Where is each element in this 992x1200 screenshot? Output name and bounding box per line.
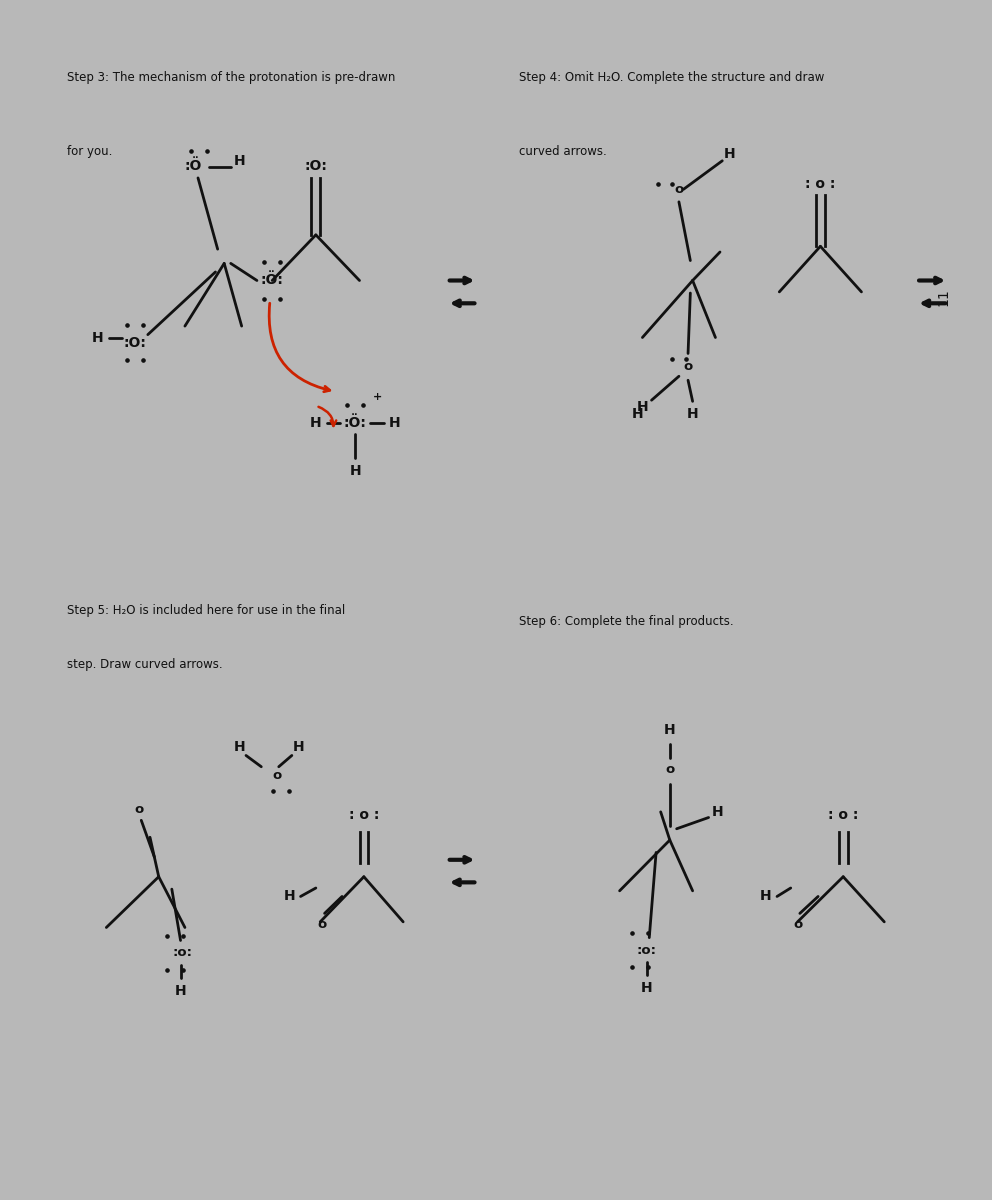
Text: for you.: for you. (67, 145, 112, 158)
Text: H: H (293, 740, 305, 754)
Text: H: H (175, 984, 186, 998)
Text: H: H (310, 416, 321, 430)
Text: H: H (664, 724, 676, 737)
Text: :o:: :o: (637, 943, 657, 956)
Text: o: o (135, 803, 144, 816)
Text: H: H (389, 416, 400, 430)
Text: :Ö: :Ö (185, 160, 202, 174)
Text: :Ö:: :Ö: (343, 416, 367, 430)
Text: H: H (284, 889, 296, 904)
Text: o: o (683, 360, 692, 372)
Text: o: o (666, 763, 675, 776)
Text: : o :: : o : (348, 808, 379, 822)
Text: o: o (675, 182, 683, 196)
Text: 11: 11 (936, 289, 950, 306)
Text: Step 5: H₂O is included here for use in the final: Step 5: H₂O is included here for use in … (67, 605, 345, 617)
Text: H: H (723, 146, 735, 161)
Text: H: H (92, 330, 103, 344)
Text: H: H (234, 740, 245, 754)
Text: : o :: : o : (828, 808, 858, 822)
Text: Step 3: The mechanism of the protonation is pre-drawn: Step 3: The mechanism of the protonation… (67, 71, 396, 84)
Text: H: H (637, 400, 648, 414)
Text: o: o (317, 918, 327, 931)
Text: :o:: :o: (173, 947, 192, 959)
Text: H: H (234, 154, 245, 168)
Text: H: H (760, 889, 772, 904)
Text: curved arrows.: curved arrows. (519, 145, 607, 158)
Text: H: H (712, 805, 723, 818)
Text: H: H (686, 408, 698, 421)
Text: :O:: :O: (123, 336, 146, 350)
Text: H: H (632, 408, 644, 421)
Text: o: o (272, 769, 281, 781)
Text: o: o (793, 918, 803, 931)
Text: +: + (373, 392, 383, 402)
Text: : o :: : o : (806, 176, 835, 191)
Text: :Ö:: :Ö: (261, 274, 284, 288)
Text: H: H (349, 464, 361, 479)
Text: step. Draw curved arrows.: step. Draw curved arrows. (67, 658, 222, 671)
Text: H: H (641, 982, 653, 995)
Text: Step 6: Complete the final products.: Step 6: Complete the final products. (519, 614, 734, 628)
Text: Step 4: Omit H₂O. Complete the structure and draw: Step 4: Omit H₂O. Complete the structure… (519, 71, 824, 84)
Text: :O:: :O: (305, 160, 327, 174)
